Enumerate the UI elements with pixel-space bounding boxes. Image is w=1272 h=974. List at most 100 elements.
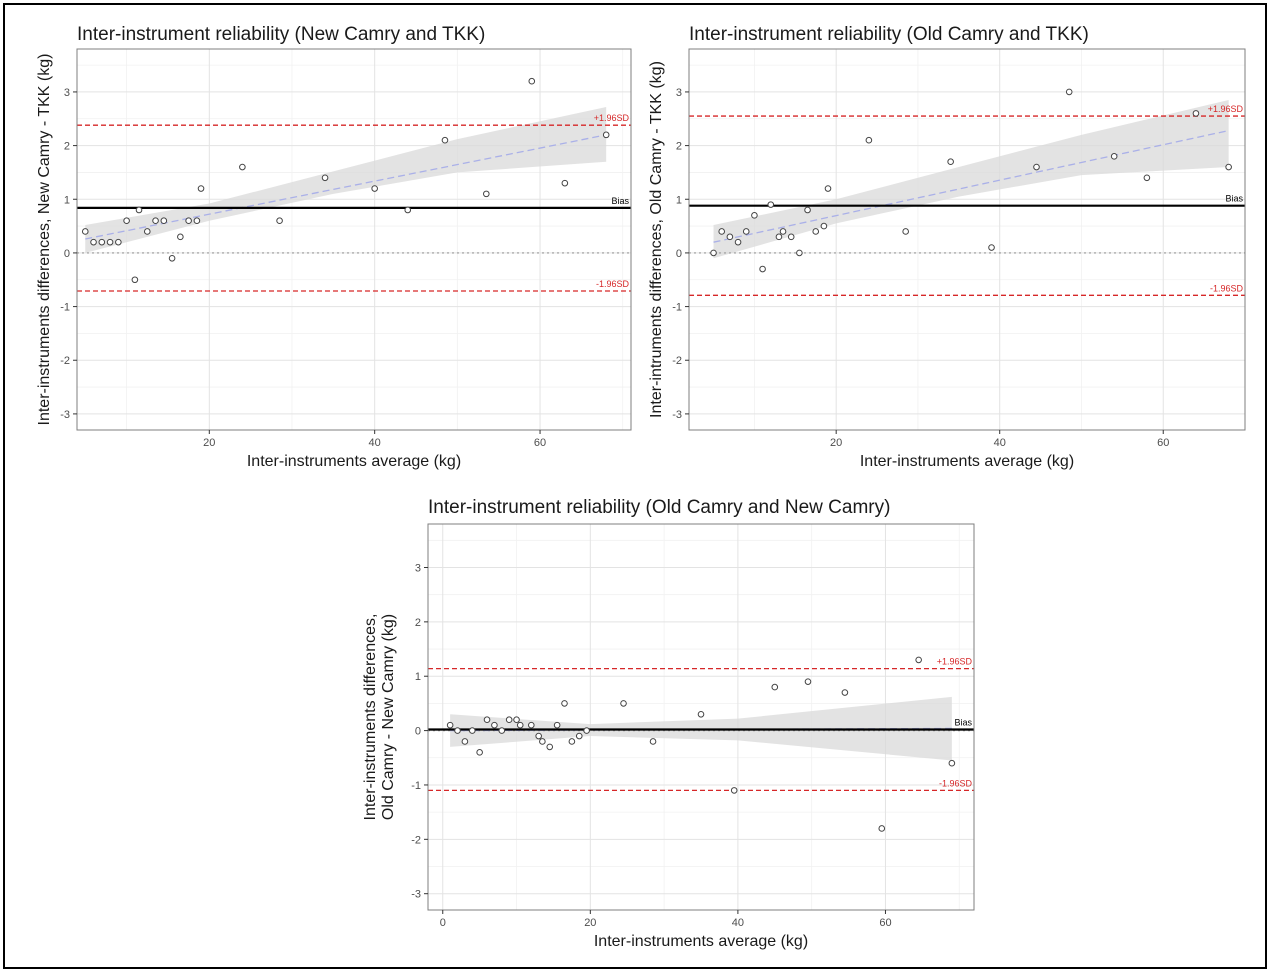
x-tick-label: 60 bbox=[534, 437, 546, 449]
data-point bbox=[804, 678, 812, 685]
data-point bbox=[583, 727, 590, 734]
data-point bbox=[483, 716, 491, 724]
data-point bbox=[902, 228, 909, 235]
data-point bbox=[546, 743, 554, 751]
data-point bbox=[98, 238, 106, 246]
data-point bbox=[561, 700, 568, 707]
data-point bbox=[948, 759, 956, 767]
chart-title: Inter-instrument reliability (New Camry … bbox=[77, 24, 485, 45]
data-point bbox=[239, 163, 246, 171]
x-axis-label: Inter-instruments average (kg) bbox=[247, 453, 461, 470]
data-point bbox=[718, 228, 726, 235]
data-point bbox=[697, 710, 705, 718]
x-tick-label: 60 bbox=[1157, 437, 1169, 449]
data-point bbox=[915, 656, 922, 664]
upper-loa-label: +1.96SD bbox=[594, 113, 630, 123]
y-tick-label: -2 bbox=[411, 834, 421, 846]
bias-label: Bias bbox=[611, 196, 629, 206]
data-point bbox=[131, 276, 139, 284]
x-tick-label: 40 bbox=[732, 917, 744, 929]
y-tick-label: 1 bbox=[415, 671, 421, 683]
y-tick-label: 1 bbox=[64, 194, 70, 206]
data-point bbox=[197, 185, 205, 192]
data-point bbox=[1065, 88, 1073, 96]
data-point bbox=[81, 228, 89, 235]
data-point bbox=[824, 185, 832, 192]
data-point bbox=[185, 217, 192, 225]
data-point bbox=[513, 716, 520, 724]
y-tick-label: 0 bbox=[64, 248, 70, 260]
y-tick-label: 3 bbox=[676, 87, 682, 99]
y-tick-label: 2 bbox=[676, 141, 682, 153]
data-point bbox=[482, 190, 490, 198]
y-tick-label: -3 bbox=[411, 889, 421, 901]
data-point bbox=[710, 249, 717, 257]
chart-title: Inter-instrument reliability (Old Camry … bbox=[689, 24, 1089, 45]
data-point bbox=[561, 179, 569, 187]
data-point bbox=[787, 233, 795, 241]
x-tick-label: 60 bbox=[879, 917, 891, 929]
x-tick-label: 20 bbox=[830, 437, 842, 449]
chart-old-camry-tkk: +1.96SD -1.96SD Bias -3 -2 -1 0 1 2 3 20 40 60 Inter-… bbox=[648, 24, 1246, 470]
data-point bbox=[734, 238, 742, 246]
y-tick-label: -1 bbox=[672, 302, 682, 314]
data-point bbox=[168, 254, 176, 262]
y-axis-label: Inter-instruments differences, bbox=[362, 614, 379, 821]
bias-label: Bias bbox=[1225, 194, 1243, 204]
data-point bbox=[759, 265, 766, 273]
confidence-band bbox=[85, 106, 607, 253]
lower-loa-label: -1.96SD bbox=[939, 778, 973, 788]
data-point bbox=[820, 222, 828, 230]
x-tick-label: 40 bbox=[369, 437, 381, 449]
bias-label: Bias bbox=[954, 718, 972, 728]
data-point bbox=[535, 732, 542, 740]
data-point bbox=[1192, 110, 1200, 117]
figure-frame: +1.96SD -1.96SD Bias -3 -2 -1 0 1 2 3 20 40 60 Inter-… bbox=[3, 3, 1267, 969]
data-point bbox=[505, 716, 513, 724]
data-point bbox=[841, 689, 849, 696]
data-point bbox=[1033, 163, 1040, 171]
data-point bbox=[160, 217, 168, 225]
y-tick-label: -1 bbox=[60, 302, 70, 314]
data-point bbox=[568, 738, 576, 745]
data-point bbox=[878, 825, 886, 832]
x-axis-label: Inter-instruments average (kg) bbox=[594, 933, 808, 950]
data-point bbox=[528, 77, 536, 85]
y-tick-label: -1 bbox=[411, 780, 421, 792]
data-point bbox=[649, 738, 657, 745]
data-point bbox=[602, 131, 610, 139]
data-point bbox=[730, 787, 738, 794]
data-point bbox=[742, 228, 750, 235]
upper-loa-label: +1.96SD bbox=[937, 657, 973, 667]
y-tick-label: -2 bbox=[672, 355, 682, 367]
data-point bbox=[726, 233, 734, 241]
data-point bbox=[527, 721, 535, 729]
chart-new-camry-tkk: +1.96SD -1.96SD Bias -3 -2 -1 0 1 2 3 20 40 60 Inter-… bbox=[36, 24, 632, 470]
data-point bbox=[321, 174, 329, 182]
data-point bbox=[454, 727, 461, 734]
data-point bbox=[775, 233, 783, 241]
data-point bbox=[193, 217, 201, 225]
data-point bbox=[115, 238, 122, 246]
data-point bbox=[491, 721, 498, 729]
y-tick-label: 3 bbox=[415, 562, 421, 574]
data-point bbox=[553, 721, 561, 729]
panel-border bbox=[76, 48, 632, 431]
data-point bbox=[461, 738, 469, 745]
y-axis-label: Old Camry - New Camry (kg) bbox=[380, 614, 397, 820]
data-point bbox=[767, 201, 775, 208]
data-point bbox=[446, 721, 454, 729]
data-point bbox=[468, 727, 476, 734]
data-point bbox=[143, 228, 151, 235]
y-tick-label: -2 bbox=[60, 355, 70, 367]
data-point bbox=[371, 185, 378, 192]
chart-title: Inter-instrument reliability (Old Camry … bbox=[428, 497, 890, 518]
data-point bbox=[1110, 153, 1118, 160]
data-point bbox=[988, 244, 995, 251]
data-point bbox=[476, 749, 483, 756]
y-tick-label: 0 bbox=[676, 248, 682, 260]
lower-loa-label: -1.96SD bbox=[596, 279, 630, 289]
y-tick-label: 3 bbox=[64, 87, 70, 99]
y-tick-label: -3 bbox=[60, 409, 70, 421]
data-point bbox=[123, 217, 130, 225]
